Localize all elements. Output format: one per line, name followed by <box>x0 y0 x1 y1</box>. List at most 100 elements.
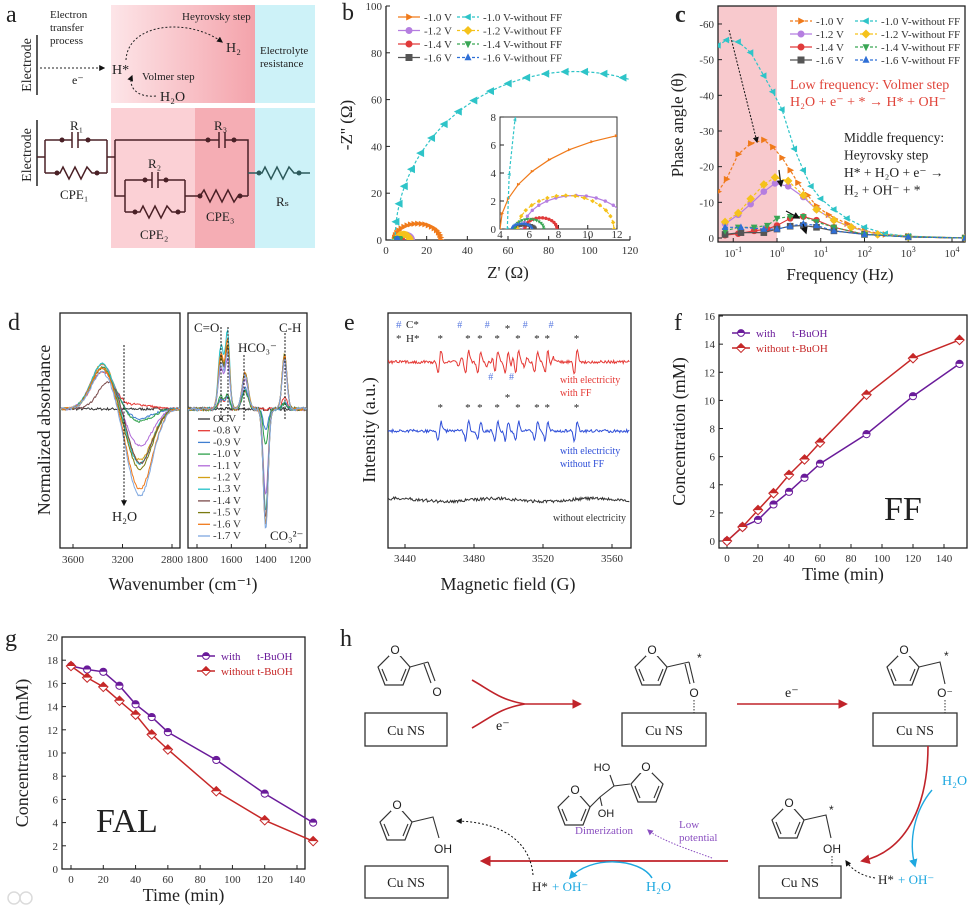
f-data-point <box>752 504 764 516</box>
c-tick-exponent: 1 <box>824 245 828 254</box>
b-inset-data-point <box>584 194 589 198</box>
alkoxide-intermediate-molecule: * O⁻ <box>886 642 953 713</box>
b-inset-y-tick-label: 0 <box>491 224 497 236</box>
f-data-point <box>861 389 872 401</box>
cu-ns-box: Cu NS <box>364 865 449 899</box>
b-inset-y-tick-label: 6 <box>491 140 497 152</box>
b-inset-data-point <box>563 193 569 198</box>
c-data-point <box>773 215 781 223</box>
e-h-radical-mark: * <box>438 333 444 345</box>
b-data-point <box>406 236 414 240</box>
interface-region-lower <box>111 108 195 248</box>
c-data-point <box>760 229 768 236</box>
d-left-x-tick-label: 3600 <box>62 554 85 566</box>
c-legend-label: -1.2 V <box>816 29 844 41</box>
b-data-point <box>422 221 429 228</box>
c-legend-marker <box>797 56 805 64</box>
c-data-point <box>843 215 850 222</box>
r3-label: R₃ <box>214 118 227 133</box>
b-inset-data-point <box>537 216 541 220</box>
c-data-point <box>787 166 795 174</box>
e-h-radical-mark: * <box>544 333 550 345</box>
b-inset-data-point <box>590 139 594 144</box>
circuit-wiring <box>37 132 249 220</box>
b-data-point <box>618 73 627 82</box>
c-legend-item: -1.4 V <box>790 42 844 54</box>
c-legend-marker <box>861 17 869 25</box>
b-inset-data-point <box>582 195 587 201</box>
b-inset-data-point <box>623 214 626 217</box>
c-data-point <box>773 225 781 232</box>
f-x-tick-label: 60 <box>815 553 827 565</box>
b-inset-data-point <box>507 172 511 177</box>
d-right-x-tick-label: 1400 <box>255 554 278 566</box>
c-data-point <box>722 36 730 44</box>
interface-region-lower-dark <box>195 108 255 248</box>
f-data-point <box>862 430 871 439</box>
b-inset-data-point <box>537 203 541 207</box>
b-inset-data-point <box>534 219 539 223</box>
c-legend-marker <box>862 55 870 63</box>
c-trend-arrow <box>800 223 808 235</box>
b-legend-item: -1.4 V-without FF <box>457 39 562 51</box>
f-data-point <box>783 469 795 481</box>
c-data-point <box>830 226 838 234</box>
f-x-tick-label: 80 <box>846 553 858 565</box>
c-legend-marker <box>798 17 806 25</box>
cu-ns-label: Cu NS <box>781 876 819 891</box>
g-x-tick-label: 80 <box>195 874 207 886</box>
b-data-point <box>391 217 400 226</box>
b-legend-item: -1.4 V <box>398 39 452 51</box>
c-middle-frequency-annotation: H* + H₂O + e⁻ → <box>844 165 943 180</box>
g-data-point <box>81 672 93 683</box>
f-data-point <box>799 454 810 465</box>
e-h-radical-mark: * <box>505 323 511 335</box>
g-legend-label: with t-BuOH <box>221 651 293 663</box>
reduction-arrow-1 <box>471 679 580 729</box>
c-legend-label: -1.6 V <box>816 55 844 67</box>
b-inset-data-point <box>618 209 621 212</box>
d-legend-item: -1.6 V <box>198 518 241 530</box>
cu-ns-box: Cu NS <box>364 712 448 747</box>
h-star-label: H* <box>112 63 129 78</box>
f-data-point <box>784 487 794 496</box>
b-inset-data-point <box>522 64 525 67</box>
h2-label: H₂ <box>226 41 241 56</box>
e-legend-item: # C* <box>396 319 419 331</box>
c-x-tick-label: 101 <box>813 245 828 260</box>
d-co-label: C=O <box>194 320 219 335</box>
c-data-point <box>813 221 820 229</box>
e-h-radical-mark: * <box>544 402 550 414</box>
d-legend-item: -1.0 V <box>198 448 241 460</box>
g-x-tick-label: 20 <box>98 874 110 886</box>
g-data-point <box>114 695 125 707</box>
b-inset-data-point <box>833 212 836 215</box>
b-legend-item: -1.6 V <box>398 53 452 65</box>
g-data-point <box>115 681 124 690</box>
h-transfer-arrow <box>845 860 876 879</box>
c-data-point <box>783 176 793 186</box>
e-c-radical-mark: # <box>457 320 462 331</box>
b-inset-data-point <box>525 214 530 218</box>
b-inset-data-point <box>520 221 524 225</box>
f-x-tick-label: 20 <box>753 553 765 565</box>
dimerization-label: Dimerization <box>575 825 634 837</box>
g-data-point <box>146 729 158 740</box>
cpe2-label: CPE₂ <box>140 227 168 242</box>
hydrofuroin-dimer-molecule: HO OH <box>557 759 664 826</box>
b-inset-data-point <box>536 198 542 204</box>
water-dissociation-arrow <box>909 789 933 868</box>
b-inset-data-point <box>693 131 696 134</box>
circuit-nodes <box>54 137 243 215</box>
radical-star: * <box>697 651 702 665</box>
c-data-point <box>873 230 882 239</box>
e-trace-label: without electricity <box>553 513 626 524</box>
c-trend-arrow <box>776 169 784 188</box>
d-left-x-tick-label: 3200 <box>112 554 135 566</box>
e-h-radical-mark: * <box>574 333 580 345</box>
c-data-point <box>961 234 965 241</box>
heyrovsky-arrow <box>125 26 223 61</box>
c-data-point <box>807 182 814 190</box>
b-inset-data-point <box>627 227 630 230</box>
b-inset-x-tick-label: 12 <box>612 229 623 241</box>
